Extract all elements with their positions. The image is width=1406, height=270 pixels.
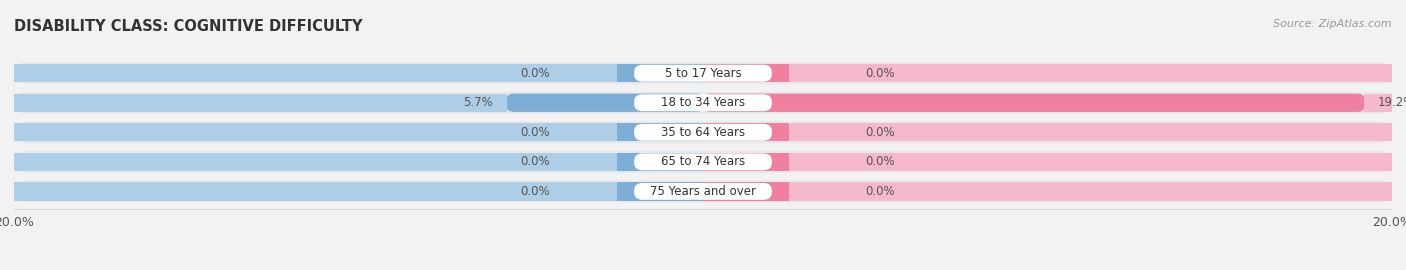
Text: 5.7%: 5.7% (463, 96, 494, 109)
FancyBboxPatch shape (14, 94, 506, 112)
FancyBboxPatch shape (14, 153, 617, 171)
Text: 0.0%: 0.0% (865, 67, 894, 80)
FancyBboxPatch shape (617, 64, 703, 82)
FancyBboxPatch shape (14, 151, 1392, 173)
Text: Source: ZipAtlas.com: Source: ZipAtlas.com (1274, 19, 1392, 29)
FancyBboxPatch shape (703, 64, 789, 82)
Text: 65 to 74 Years: 65 to 74 Years (661, 155, 745, 168)
Text: 75 Years and over: 75 Years and over (650, 185, 756, 198)
FancyBboxPatch shape (789, 64, 1392, 82)
FancyBboxPatch shape (703, 123, 789, 141)
FancyBboxPatch shape (634, 153, 772, 170)
FancyBboxPatch shape (789, 153, 1392, 171)
FancyBboxPatch shape (789, 182, 1392, 201)
FancyBboxPatch shape (703, 94, 1364, 112)
FancyBboxPatch shape (634, 94, 772, 111)
FancyBboxPatch shape (789, 123, 1392, 141)
FancyBboxPatch shape (634, 124, 772, 141)
FancyBboxPatch shape (617, 123, 703, 141)
Text: 0.0%: 0.0% (520, 67, 550, 80)
FancyBboxPatch shape (703, 153, 789, 171)
Text: 19.2%: 19.2% (1378, 96, 1406, 109)
Text: 5 to 17 Years: 5 to 17 Years (665, 67, 741, 80)
Text: 35 to 64 Years: 35 to 64 Years (661, 126, 745, 139)
FancyBboxPatch shape (14, 62, 1392, 84)
FancyBboxPatch shape (14, 64, 617, 82)
Text: DISABILITY CLASS: COGNITIVE DIFFICULTY: DISABILITY CLASS: COGNITIVE DIFFICULTY (14, 19, 363, 34)
Legend: Male, Female: Male, Female (640, 268, 766, 270)
FancyBboxPatch shape (634, 65, 772, 82)
Text: 0.0%: 0.0% (865, 185, 894, 198)
Text: 0.0%: 0.0% (865, 155, 894, 168)
Text: 0.0%: 0.0% (520, 185, 550, 198)
FancyBboxPatch shape (14, 123, 617, 141)
Text: 0.0%: 0.0% (865, 126, 894, 139)
Text: 18 to 34 Years: 18 to 34 Years (661, 96, 745, 109)
Text: 0.0%: 0.0% (520, 126, 550, 139)
FancyBboxPatch shape (634, 183, 772, 200)
FancyBboxPatch shape (617, 182, 703, 201)
FancyBboxPatch shape (506, 94, 703, 112)
FancyBboxPatch shape (1364, 94, 1392, 112)
FancyBboxPatch shape (14, 180, 1392, 202)
FancyBboxPatch shape (703, 182, 789, 201)
Text: 0.0%: 0.0% (520, 155, 550, 168)
FancyBboxPatch shape (14, 182, 617, 201)
FancyBboxPatch shape (14, 92, 1392, 114)
FancyBboxPatch shape (617, 153, 703, 171)
FancyBboxPatch shape (14, 122, 1392, 143)
